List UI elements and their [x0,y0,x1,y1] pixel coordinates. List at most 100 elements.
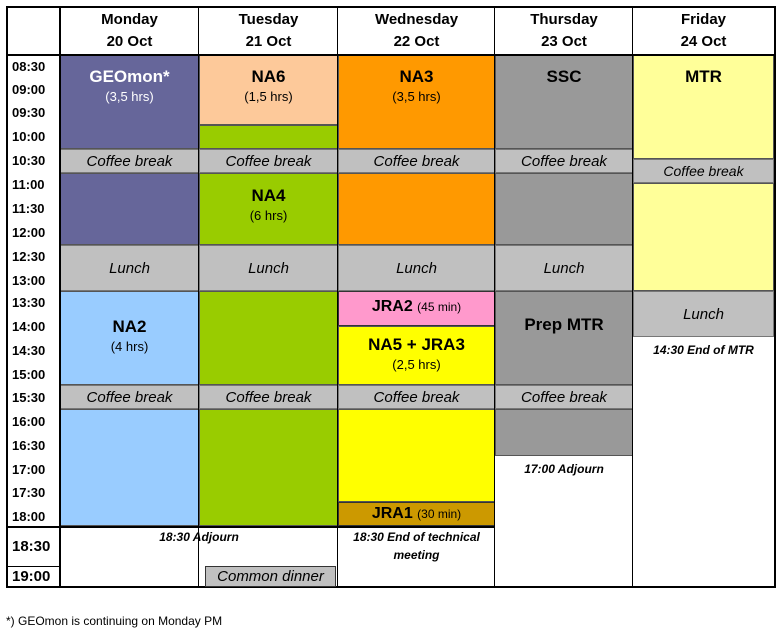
coffee-break-tue-am: Coffee break [199,149,338,173]
time-label: 11:30 [12,201,45,216]
session-title: SSC [546,67,582,86]
day-date: 23 Oct [541,33,587,50]
session-duration: (3,5 hrs) [105,89,154,104]
lunch-wednesday: Lunch [338,245,495,291]
session-na4-pm[interactable] [199,291,338,385]
column-divider [494,8,495,586]
day-header-wednesday: Wednesday 22 Oct [338,8,495,54]
session-na5-jra3-cont[interactable] [338,409,495,502]
column-divider [337,8,338,586]
session-title: GEOmon* [89,67,170,86]
column-divider [198,8,199,586]
session-prep-mtr[interactable]: Prep MTR [495,291,633,385]
time-label: 12:30 [12,249,46,264]
time-label: 14:30 [12,343,46,358]
session-duration: (4 hrs) [110,339,149,354]
session-title: NA4 [251,186,286,205]
day-date: 22 Oct [393,33,440,50]
session-title: JRA2 [371,298,413,315]
coffee-break-tue-pm: Coffee break [199,385,338,409]
time-row-divider [8,566,60,567]
time-label: 13:00 [12,273,46,288]
day-name: Thursday [530,11,598,28]
session-duration: (45 min) [417,300,462,314]
day-header-monday: Monday 20 Oct [60,8,199,54]
time-label: 17:30 [12,485,46,500]
session-na3-cont[interactable] [338,173,495,245]
session-prep-mtr-cont[interactable] [495,409,633,456]
schedule-grid: Monday 20 Oct Tuesday 21 Oct Wednesday 2… [6,6,776,588]
session-na6[interactable]: NA6 (1,5 hrs) [199,54,338,125]
session-duration: (3,5 hrs) [392,89,441,104]
session-ssc[interactable]: SSC [495,54,633,149]
session-title: NA2 [112,317,147,336]
session-jra1[interactable]: JRA1 (30 min) [338,502,495,526]
coffee-break-wed-am: Coffee break [338,149,495,173]
day-name: Wednesday [374,11,459,28]
session-duration: (30 min) [417,507,462,521]
time-label: 13:30 [12,295,46,310]
day-header-tuesday: Tuesday 21 Oct [199,8,338,54]
session-title: MTR [685,67,722,86]
coffee-break-thu-am: Coffee break [495,149,633,173]
time-label: 18:00 [12,509,46,524]
session-title: NA3 [399,67,434,86]
time-label: 09:30 [12,105,46,120]
lunch-thursday: Lunch [495,245,633,291]
coffee-break-thu-pm: Coffee break [495,385,633,409]
time-label: 17:00 [12,462,46,477]
session-title: JRA1 [371,505,413,522]
session-na4[interactable]: NA4 (6 hrs) [199,173,338,245]
day-date: 20 Oct [106,33,153,50]
note-thursday-adjourn: 17:00 Adjourn [524,462,604,476]
time-label: 18:30 [12,538,51,555]
session-jra2[interactable]: JRA2 (45 min) [338,291,495,326]
day-date: 24 Oct [680,33,727,50]
time-column-divider [59,8,61,586]
session-mtr-cont[interactable] [633,183,774,291]
time-label: 09:00 [12,82,46,97]
session-na2[interactable]: NA2 (4 hrs) [60,291,199,385]
session-na4-start[interactable] [199,125,338,149]
lunch-monday: Lunch [60,245,199,291]
day-date: 21 Oct [245,33,292,50]
coffee-break-wed-pm: Coffee break [338,385,495,409]
footnote: *) GEOmon is continuing on Monday PM [6,614,223,628]
day-name: Friday [680,11,726,28]
session-na3[interactable]: NA3 (3,5 hrs) [338,54,495,149]
header-divider [8,54,774,56]
column-divider [632,8,633,586]
lunch-tuesday: Lunch [199,245,338,291]
session-geomon[interactable]: GEOmon* (3,5 hrs) [60,54,199,149]
time-label: 10:30 [12,153,46,168]
session-geomon-cont[interactable] [60,173,199,245]
day-name: Monday [101,11,158,28]
coffee-break-mon-pm: Coffee break [60,385,199,409]
lunch-friday: Lunch [633,291,774,337]
session-title: NA5 + JRA3 [368,335,465,354]
session-duration: (2,5 hrs) [392,357,441,372]
time-label: 11:00 [12,177,45,192]
time-label: 10:00 [12,129,46,144]
note-wednesday-end: 18:30 End of technical meeting [353,530,480,562]
coffee-break-fri-am: Coffee break [633,159,774,183]
day-header-thursday: Thursday 23 Oct [495,8,633,54]
session-na2-cont[interactable] [60,409,199,526]
session-title: Prep MTR [524,315,604,334]
session-na4-late[interactable] [199,409,338,526]
session-duration: (6 hrs) [249,208,288,223]
session-ssc-cont[interactable] [495,173,633,245]
time-label: 16:00 [12,414,46,429]
session-na5-jra3[interactable]: NA5 + JRA3 (2,5 hrs) [338,326,495,385]
common-dinner: Common dinner [205,566,336,587]
time-label: 08:30 [12,59,46,74]
coffee-break-mon-am: Coffee break [60,149,199,173]
session-title: NA6 [251,67,286,86]
time-label: 14:00 [12,319,46,334]
note-monday-adjourn: 18:30 Adjourn [159,530,239,544]
day-header-friday: Friday 24 Oct [633,8,774,54]
time-label: 19:00 [12,568,51,585]
session-mtr[interactable]: MTR [633,54,774,159]
session-duration: (1,5 hrs) [244,89,293,104]
time-label: 16:30 [12,438,46,453]
